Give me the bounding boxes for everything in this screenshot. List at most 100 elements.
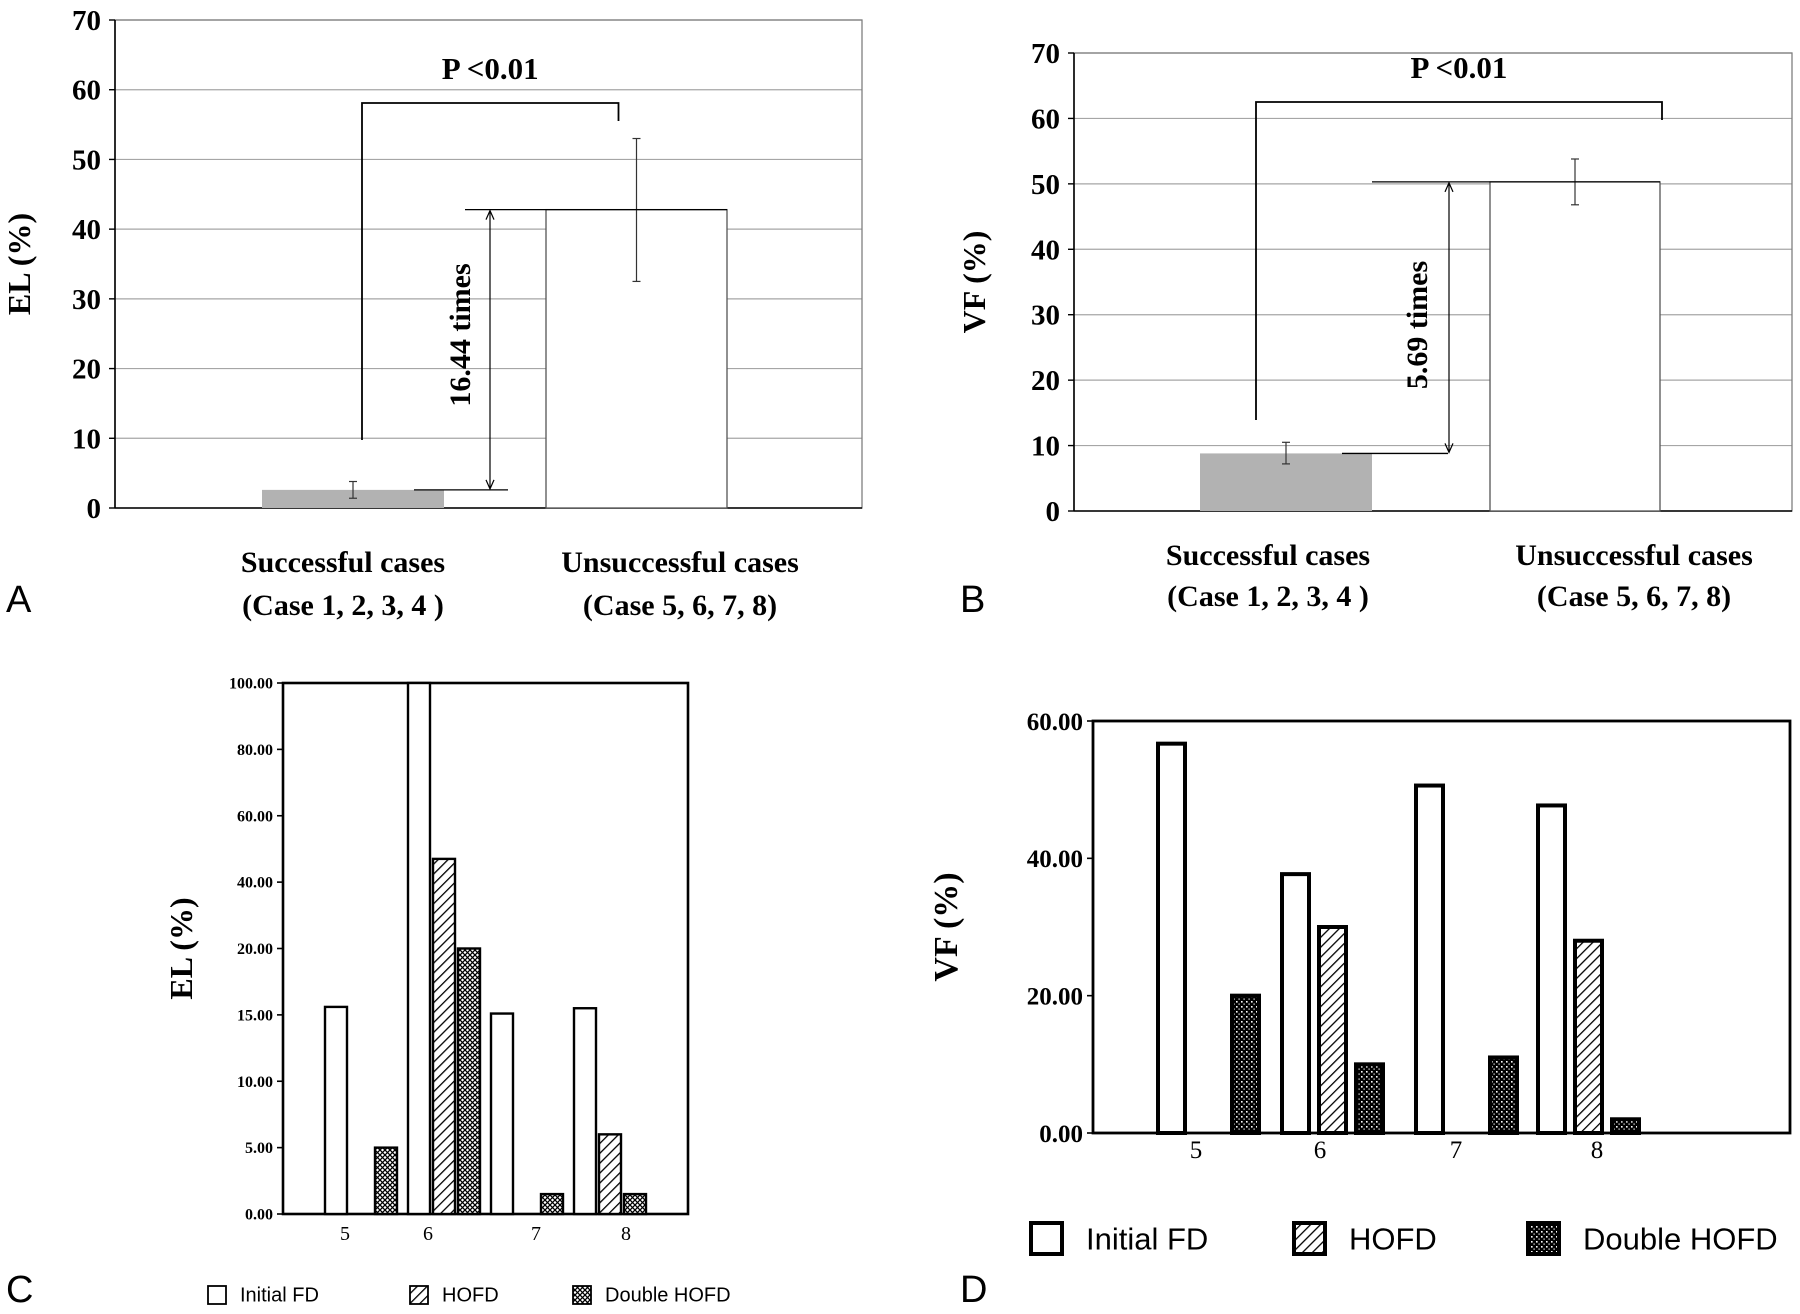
bar-double-hofd-case-5: [373, 1146, 399, 1216]
chart-c-el-by-case: 0.00 5.00 10.00 15.00 20.00 40.00 60.00 80.00 10…: [163, 676, 731, 1307]
x-tick-label: 6: [1314, 1137, 1327, 1164]
bar-double-hofd-case-8: [1610, 1117, 1641, 1136]
category-sublabel: (Case 5, 6, 7, 8): [583, 589, 777, 622]
bar-double-hofd-case-7: [539, 1192, 565, 1216]
legend-swatch-double-hofd: [572, 1285, 592, 1305]
bar-successful: [262, 489, 444, 508]
panel-letter-c: C: [6, 1269, 33, 1311]
y-tick-label: 50: [1031, 169, 1060, 201]
bar-initial-fd-case-7: [489, 1012, 515, 1216]
y-tick-label: 30: [72, 284, 101, 316]
y-tick-label: 70: [72, 5, 101, 37]
bar-double-hofd-case-7: [1488, 1055, 1519, 1136]
bar-hofd-case-6: [431, 857, 457, 1216]
category-sublabel: (Case 1, 2, 3, 4 ): [242, 589, 444, 622]
legend-label: HOFD: [442, 1284, 499, 1306]
y-tick-label: 40.00: [237, 875, 273, 892]
legend-label: HOFD: [1349, 1221, 1437, 1256]
y-tick-label: 40.00: [1027, 846, 1083, 873]
chart-b-vf-comparison: 0 10 20 30 40 50 60 70 VF (%) Successful cases (Ca…: [956, 38, 1793, 613]
chart-a-el-comparison: 0 10 20 30 40 50 60 70 EL (%) Successful cases (Ca…: [1, 5, 863, 622]
legend-swatch-initial-fd: [1029, 1221, 1064, 1256]
y-axis-label: EL (%): [163, 897, 199, 999]
panel-letter-b: B: [960, 579, 985, 621]
y-tick-label: 0: [1046, 496, 1061, 528]
significance-bracket: [1255, 101, 1663, 420]
y-tick-label: 0.00: [1039, 1121, 1083, 1148]
bar-initial-fd-case-5: [323, 1005, 349, 1216]
y-tick-label: 40: [72, 214, 101, 246]
bar-initial-fd-case-7: [1414, 783, 1445, 1136]
legend-swatch-hofd: [1292, 1221, 1327, 1256]
bar-double-hofd-case-5: [1230, 993, 1261, 1136]
significance-label: P <0.01: [1411, 50, 1508, 85]
y-tick-label: 20: [72, 354, 101, 386]
bar-initial-fd-case-5: [1156, 741, 1187, 1135]
legend-label: Initial FD: [240, 1284, 319, 1306]
x-tick-label: 7: [531, 1223, 541, 1245]
bar-initial-fd-case-6: [1280, 872, 1311, 1135]
category-label: Unsuccessful cases: [1515, 539, 1753, 572]
ratio-arrowhead-bottom: [1444, 443, 1454, 454]
y-tick-label: 60: [1031, 103, 1060, 135]
ratio-arrowhead-top: [485, 209, 495, 220]
bar-hofd-case-6: [1317, 925, 1348, 1135]
category-label: Unsuccessful cases: [561, 546, 799, 579]
significance-bracket: [361, 102, 620, 440]
significance-label: P <0.01: [442, 51, 539, 86]
bar-double-hofd-case-6: [1354, 1062, 1385, 1136]
legend-swatch-initial-fd: [207, 1285, 227, 1305]
category-label: Successful cases: [241, 546, 445, 579]
y-tick-label: 10: [1031, 431, 1060, 463]
y-tick-label: 80.00: [237, 742, 273, 759]
x-tick-label: 5: [340, 1223, 350, 1245]
y-tick-label: 10.00: [237, 1074, 273, 1091]
y-axis-label: EL (%): [1, 213, 37, 315]
y-tick-label: 30: [1031, 300, 1060, 332]
ratio-label: 16.44 times: [444, 263, 477, 406]
bar-hofd-case-8: [597, 1133, 623, 1216]
bar-initial-fd-case-6: [406, 681, 432, 1216]
y-tick-label: 15.00: [237, 1007, 273, 1024]
panel-letter-d: D: [960, 1269, 987, 1311]
legend-swatch-hofd: [409, 1285, 429, 1305]
x-tick-label: 8: [621, 1223, 631, 1245]
legend-label: Initial FD: [1086, 1221, 1208, 1256]
ratio-arrowhead-bottom: [485, 479, 495, 491]
y-tick-label: 10: [72, 423, 101, 455]
category-label: Successful cases: [1166, 539, 1370, 572]
y-tick-label: 100.00: [229, 676, 273, 693]
x-tick-label: 7: [1450, 1137, 1463, 1164]
bar-double-hofd-case-6: [456, 947, 482, 1216]
x-tick-label: 6: [423, 1223, 433, 1245]
bar-double-hofd-case-8: [622, 1192, 648, 1216]
y-tick-label: 50: [72, 144, 101, 176]
bar-hofd-case-8: [1573, 938, 1604, 1135]
y-tick-label: 60.00: [1027, 709, 1083, 736]
y-tick-label: 20.00: [237, 941, 273, 958]
y-tick-label: 0.00: [245, 1207, 273, 1224]
bar-unsuccessful: [1489, 181, 1661, 512]
panel-letter-a: A: [6, 579, 32, 621]
category-sublabel: (Case 1, 2, 3, 4 ): [1167, 580, 1369, 613]
y-tick-label: 0: [87, 493, 102, 525]
y-tick-label: 60.00: [237, 808, 273, 825]
y-tick-label: 20.00: [1027, 983, 1083, 1010]
legend-label: Double HOFD: [1583, 1221, 1778, 1256]
y-tick-label: 20: [1031, 365, 1060, 397]
y-tick-label: 70: [1031, 38, 1060, 70]
bar-initial-fd-case-8: [1536, 803, 1567, 1136]
ratio-label: 5.69 times: [1401, 261, 1434, 389]
x-tick-label: 8: [1591, 1137, 1604, 1164]
y-axis-label: VF (%): [956, 231, 992, 334]
y-axis-label: VF (%): [928, 872, 965, 981]
chart-d-vf-by-case: 0.00 20.00 40.00 60.00 VF (%) 5 6 7 8 Initial FD H…: [928, 709, 1792, 1256]
y-tick-label: 5.00: [245, 1140, 273, 1157]
legend-swatch-double-hofd: [1526, 1221, 1561, 1256]
y-tick-label: 60: [72, 75, 101, 107]
y-tick-label: 40: [1031, 234, 1060, 266]
x-tick-label: 5: [1190, 1137, 1203, 1164]
plot-frame: [114, 19, 863, 509]
category-sublabel: (Case 5, 6, 7, 8): [1537, 580, 1731, 613]
